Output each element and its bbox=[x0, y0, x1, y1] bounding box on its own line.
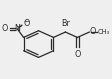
Text: O: O bbox=[90, 27, 96, 36]
Text: N: N bbox=[14, 24, 20, 33]
Text: O: O bbox=[24, 19, 30, 28]
Text: −: − bbox=[24, 19, 29, 25]
Text: CH₃: CH₃ bbox=[97, 29, 109, 35]
Text: Br: Br bbox=[61, 19, 70, 28]
Text: O: O bbox=[74, 50, 81, 59]
Text: O: O bbox=[1, 24, 8, 33]
Text: +: + bbox=[17, 24, 22, 30]
